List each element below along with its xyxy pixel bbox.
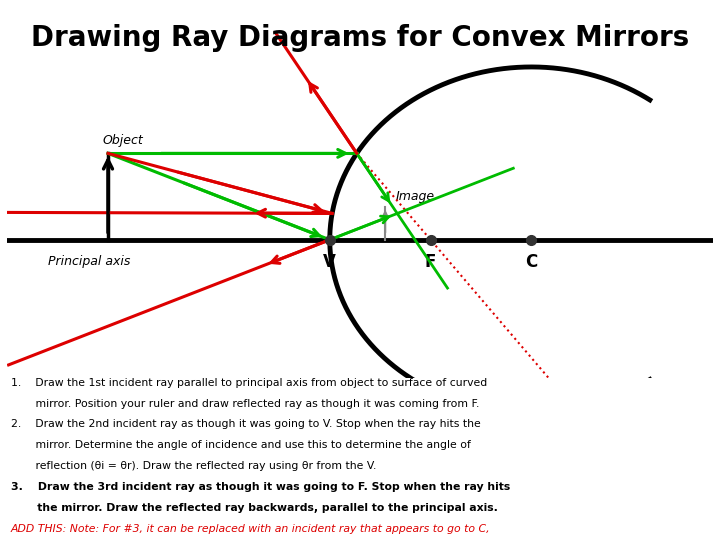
Text: 3.    Draw the 3rd incident ray as though it was going to F. Stop when the ray h: 3. Draw the 3rd incident ray as though i… bbox=[11, 482, 510, 492]
Text: the mirror. Draw the reflected ray backwards, parallel to the principal axis.: the mirror. Draw the reflected ray backw… bbox=[11, 503, 498, 513]
Text: Image: Image bbox=[395, 190, 434, 202]
Text: 2.    Draw the 2nd incident ray as though it was going to V. Stop when the ray h: 2. Draw the 2nd incident ray as though i… bbox=[11, 420, 480, 429]
Text: mirror. Determine the angle of incidence and use this to determine the angle of: mirror. Determine the angle of incidence… bbox=[11, 441, 471, 450]
Text: V: V bbox=[323, 253, 336, 271]
Text: ADD THIS: Note: For #3, it can be replaced with an incident ray that appears to : ADD THIS: Note: For #3, it can be replac… bbox=[11, 524, 490, 534]
Text: mirror. Position your ruler and draw reflected ray as though it was coming from : mirror. Position your ruler and draw ref… bbox=[11, 399, 480, 409]
Text: C: C bbox=[525, 253, 538, 271]
Text: 1.    Draw the 1st incident ray parallel to principal axis from object to surfac: 1. Draw the 1st incident ray parallel to… bbox=[11, 377, 487, 388]
Text: Principal axis: Principal axis bbox=[48, 255, 130, 268]
Text: Drawing Ray Diagrams for Convex Mirrors: Drawing Ray Diagrams for Convex Mirrors bbox=[31, 24, 689, 52]
Text: reflection (θi = θr). Draw the reflected ray using θr from the V.: reflection (θi = θr). Draw the reflected… bbox=[11, 461, 376, 471]
Text: F: F bbox=[425, 253, 436, 271]
Text: Object: Object bbox=[103, 134, 144, 147]
